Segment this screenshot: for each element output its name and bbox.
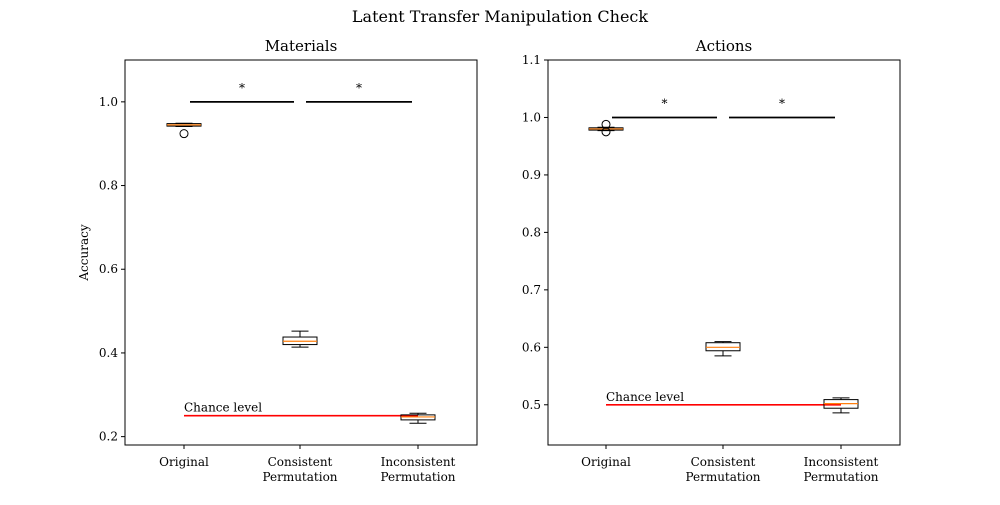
materials-y-tick-label: 0.6 xyxy=(99,262,118,276)
materials-y-tick-label: 0.2 xyxy=(99,430,118,444)
actions-axes-frame xyxy=(547,59,901,446)
materials-panel: Materials Accuracy 0.2 0.4 0.6 0.8 1.0 Original… xyxy=(77,37,478,484)
materials-axes-frame xyxy=(124,59,478,446)
materials-significance-star: * xyxy=(356,81,362,95)
materials-y-axis-label: Accuracy xyxy=(77,224,91,281)
actions-y-tick-label: 0.9 xyxy=(522,168,541,182)
actions-y-tick-label: 1.0 xyxy=(522,110,541,124)
actions-y-tick-label: 1.1 xyxy=(522,53,541,67)
actions-y-tick-label: 0.7 xyxy=(522,283,541,297)
actions-x-tick-label: Original xyxy=(581,455,631,469)
materials-x-tick-label: Consistent Permutation xyxy=(262,455,337,484)
actions-outlier xyxy=(601,119,611,129)
actions-y-tick-label: 0.8 xyxy=(522,225,541,239)
actions-significance-star: * xyxy=(779,96,785,110)
materials-title: Materials xyxy=(265,37,338,55)
actions-panel: Actions 0.5 0.6 0.7 0.8 0.9 1.0 1.1 Original Cons… xyxy=(522,37,901,484)
materials-y-tick-label: 0.8 xyxy=(99,179,118,193)
materials-chance-label: Chance level xyxy=(184,401,262,415)
actions-x-tick-label: Inconsistent Permutation xyxy=(803,455,878,484)
materials-x-tick-label: Original xyxy=(159,455,209,469)
actions-title: Actions xyxy=(695,37,752,55)
actions-significance-star: * xyxy=(662,96,668,110)
materials-x-tick-label: Inconsistent Permutation xyxy=(380,455,455,484)
actions-y-tick-label: 0.6 xyxy=(522,340,541,354)
actions-y-tick-label: 0.5 xyxy=(522,398,541,412)
figure-title: Latent Transfer Manipulation Check xyxy=(352,7,648,26)
materials-y-tick-label: 0.4 xyxy=(99,346,118,360)
materials-y-tick-label: 1.0 xyxy=(99,95,118,109)
actions-chance-label: Chance level xyxy=(606,390,684,404)
actions-x-tick-label: Consistent Permutation xyxy=(685,455,760,484)
actions-outlier xyxy=(601,127,611,137)
materials-outlier xyxy=(179,129,189,139)
materials-significance-star: * xyxy=(239,81,245,95)
